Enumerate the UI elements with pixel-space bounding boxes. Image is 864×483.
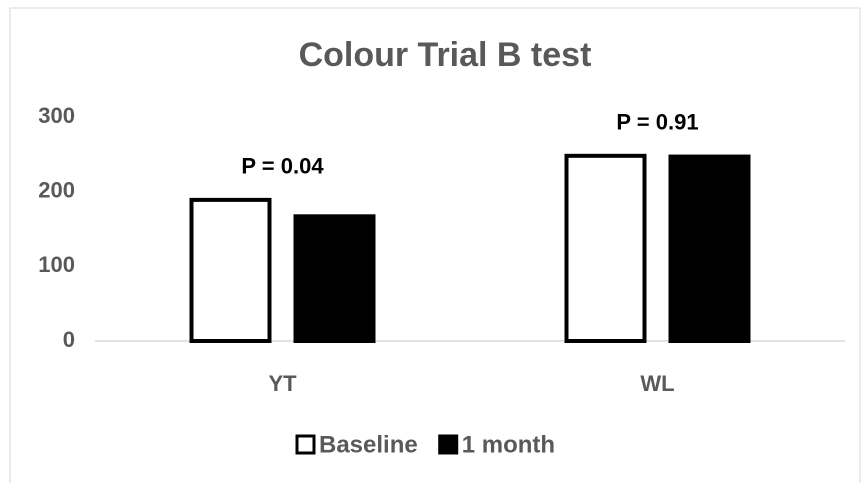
bar bbox=[293, 214, 376, 344]
bar bbox=[564, 153, 647, 343]
legend-label: 1 month bbox=[462, 431, 555, 458]
legend-label: Baseline bbox=[319, 431, 418, 458]
bar bbox=[189, 197, 272, 343]
x-tick-label: YT bbox=[268, 371, 297, 396]
bar bbox=[668, 154, 751, 343]
y-tick-label: 100 bbox=[38, 252, 75, 277]
y-tick-label: 200 bbox=[38, 177, 75, 202]
annotation: P = 0.04 bbox=[241, 154, 324, 179]
legend-swatch bbox=[295, 434, 316, 455]
annotation: P = 0.91 bbox=[616, 110, 698, 135]
y-tick-label: 300 bbox=[38, 103, 75, 128]
y-tick-label: 0 bbox=[63, 327, 75, 352]
x-tick-label: WL bbox=[640, 371, 674, 396]
legend-swatch bbox=[438, 434, 459, 455]
chart-title: Colour Trial B test bbox=[299, 36, 592, 74]
